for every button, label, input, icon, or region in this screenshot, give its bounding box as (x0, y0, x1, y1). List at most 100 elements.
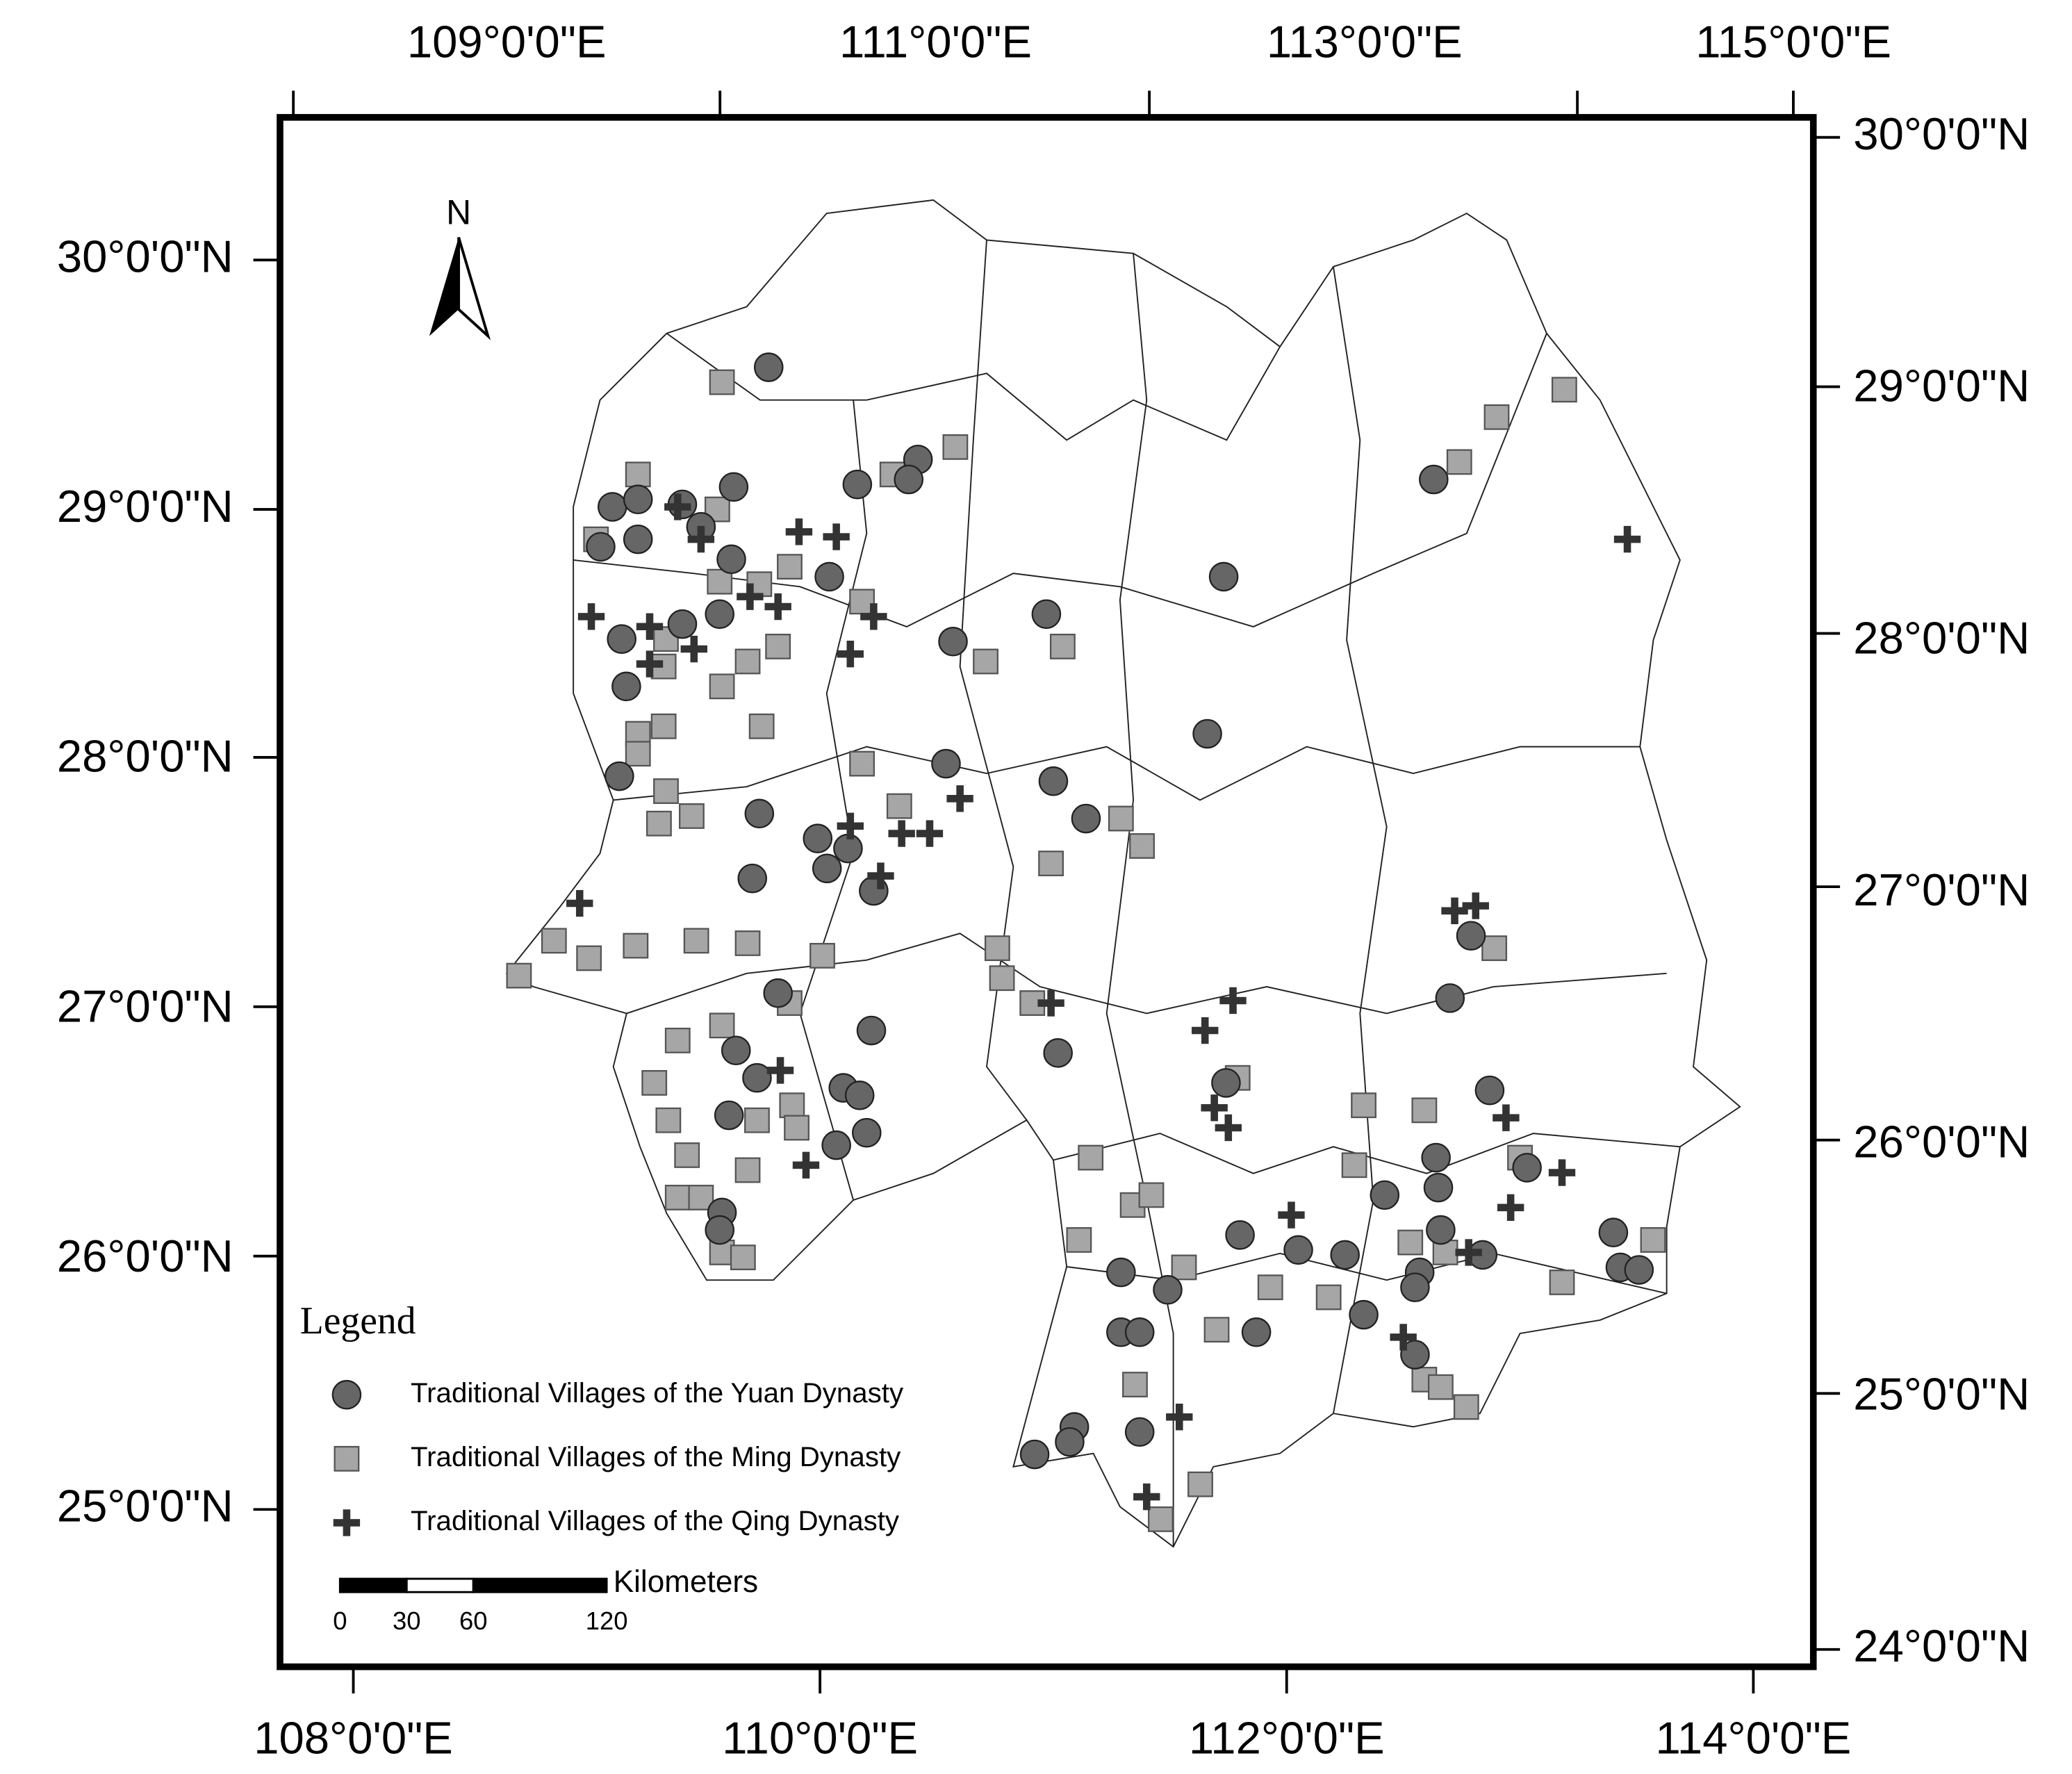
scale-segment (338, 1577, 408, 1593)
village-ming (1453, 1394, 1479, 1420)
village-yuan (586, 532, 616, 562)
village-yuan (1192, 718, 1222, 749)
coordinate-label: 27°0'0"N (57, 980, 233, 1031)
village-ming (1549, 1270, 1575, 1295)
village-yuan (716, 544, 746, 575)
north-label: N (446, 192, 471, 231)
village-ming (674, 1142, 700, 1168)
coordinate-label: 112°0'0"E (1189, 1712, 1385, 1763)
village-yuan (851, 1117, 882, 1148)
scale-label: 0 (333, 1607, 347, 1635)
coordinate-label: 25°0'0"N (1853, 1368, 2030, 1419)
village-yuan (623, 524, 653, 555)
village-ming (849, 750, 875, 777)
village-yuan (1330, 1240, 1360, 1270)
village-yuan (1043, 1038, 1073, 1068)
arrow-dark (429, 237, 459, 336)
village-yuan (1435, 983, 1465, 1013)
village-qing (333, 1509, 361, 1536)
village-qing (1497, 1194, 1524, 1221)
village-qing (946, 785, 973, 812)
village-ming (1019, 990, 1046, 1016)
village-yuan (1423, 1172, 1454, 1203)
village-ming (683, 928, 709, 954)
village-ming (1187, 1471, 1213, 1497)
village-yuan (894, 464, 924, 495)
village-ming (777, 554, 803, 580)
village-ming (664, 1185, 691, 1210)
village-ming (506, 962, 532, 989)
legend-label: Traditional Villages of the Qing Dynasty (411, 1505, 900, 1536)
village-yuan (737, 863, 768, 894)
village-yuan (938, 626, 968, 657)
county-border (666, 332, 1281, 441)
village-yuan (1474, 1075, 1505, 1106)
village-yuan (1283, 1235, 1313, 1265)
village-yuan (714, 1100, 744, 1131)
village-qing (764, 593, 791, 621)
village-ming (541, 928, 567, 954)
village-yuan (1211, 1068, 1241, 1098)
village-ming (1446, 449, 1472, 475)
village-qing (1166, 1404, 1193, 1431)
village-yuan (331, 1379, 362, 1410)
village-yuan (1124, 1417, 1155, 1447)
village-qing (1219, 987, 1247, 1015)
village-ming (679, 803, 705, 829)
village-qing (860, 603, 887, 630)
village-ming (734, 930, 761, 956)
coordinate-label: 111°0'0"E (839, 17, 1032, 67)
county-border (1053, 1133, 1680, 1174)
coordinate-label: 28°0'0"N (57, 731, 233, 782)
village-ming (1351, 1092, 1376, 1119)
village-ming (779, 1092, 805, 1119)
village-ming (809, 942, 835, 969)
scale-segment (405, 1577, 475, 1593)
village-ming (765, 634, 791, 659)
coordinate-label: 114°0'0"E (1655, 1712, 1851, 1763)
village-yuan (1019, 1439, 1050, 1470)
village-yuan (1038, 766, 1069, 796)
graticule-ticks (253, 90, 1841, 1694)
village-yuan (744, 798, 775, 829)
village-qing (737, 583, 764, 610)
village-ming (1481, 935, 1508, 962)
village-ming (1341, 1152, 1367, 1178)
village-qing (916, 820, 944, 847)
village-ming (1315, 1284, 1342, 1311)
village-ming (989, 965, 1015, 992)
village-yuan (856, 1015, 887, 1046)
village-yuan (763, 978, 793, 1008)
village-qing (1133, 1483, 1160, 1511)
village-ming (784, 1115, 809, 1141)
village-ming (709, 1012, 735, 1039)
scale-segment (472, 1577, 608, 1593)
village-yuan (623, 484, 653, 515)
village-ming (625, 741, 651, 767)
village-qing (1037, 989, 1064, 1017)
village-ming (734, 1157, 761, 1183)
graticule-labels: 109°0'0"E 111°0'0"E 113°0'0"E 115°0'0"E 108°… (57, 17, 2030, 1764)
village-qing (636, 650, 664, 677)
village-ming (734, 648, 761, 675)
county-border (959, 240, 1028, 1121)
scale-label: 30 (393, 1607, 421, 1635)
legend-label: Traditional Villages of the Ming Dynasty (411, 1441, 901, 1472)
village-yuan (1241, 1317, 1272, 1347)
village-ming (973, 648, 998, 675)
village-qing (1201, 1094, 1228, 1122)
village-ming (1427, 1374, 1454, 1400)
scale-bar: 0 30 60 120 Kilometers (333, 1565, 758, 1635)
village-yuan (1124, 1317, 1155, 1347)
village-qing (1493, 1104, 1520, 1131)
village-yuan (1598, 1217, 1629, 1247)
scale-unit: Kilometers (614, 1565, 758, 1599)
village-ming (1108, 805, 1134, 832)
village-yuan (718, 472, 749, 502)
village-ming (1147, 1506, 1174, 1532)
village-ming (1122, 1372, 1148, 1398)
village-ming (334, 1445, 360, 1472)
village-qing (1215, 1114, 1242, 1142)
